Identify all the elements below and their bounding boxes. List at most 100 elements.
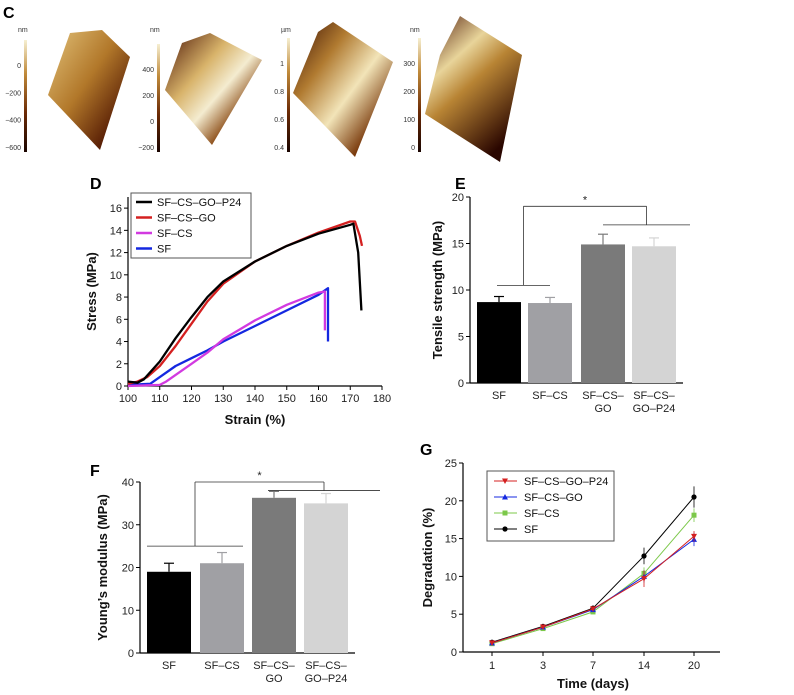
legend: SF–CS–GO–P24 SF–CS–GO SF–CS SF <box>130 192 252 259</box>
y-tick-label: 6 <box>116 314 122 326</box>
bar-chart-f: 0 10 20 30 40 Young’s modulus (MPa) F SF SF–CS SF… <box>90 463 380 685</box>
panel-label-d: D <box>90 176 102 193</box>
marker-square <box>691 512 697 518</box>
series-line <box>491 538 695 644</box>
marker-triangle-down <box>590 606 596 612</box>
colorbar-tick: −200 <box>5 90 21 97</box>
x-category-label: SF <box>492 390 506 402</box>
y-tick-label: 0 <box>458 378 464 390</box>
x-tick-label: 140 <box>246 393 264 405</box>
y-tick-label: 0 <box>451 647 457 659</box>
bar <box>304 503 348 653</box>
x-tick-label: 1 <box>489 660 495 672</box>
marker-triangle-down <box>489 640 495 646</box>
marker-triangle-up <box>502 494 508 500</box>
colorbar-tick: 100 <box>403 117 415 124</box>
colorbar-tick: 0 <box>411 145 415 152</box>
legend-label: SF–CS–GO <box>157 213 216 225</box>
series-line-sf-cs <box>127 290 327 388</box>
bar-chart-e: 0 5 10 15 20 Tensile strength (MPa) E SF SF–CS SF… <box>430 176 690 415</box>
marker-triangle-down <box>691 533 697 540</box>
y-tick-label: 16 <box>110 203 122 215</box>
series-line-sf-cs-go-p24 <box>127 222 363 384</box>
afm-surface <box>48 30 130 150</box>
colorbar <box>157 44 160 152</box>
colorbar-tick: 200 <box>142 93 154 100</box>
colorbar-unit: nm <box>150 27 160 34</box>
colorbar <box>24 40 27 152</box>
marker-triangle-down <box>641 576 647 582</box>
y-tick-label: 10 <box>122 605 134 617</box>
marker-circle <box>502 526 508 532</box>
significance-bracket: * <box>497 194 690 286</box>
x-category-label: GO–P24 <box>633 403 676 415</box>
degradation-chart: 0 5 10 15 20 25 Degradation (%) G 1 3 7 14 20 Time (d… <box>420 442 720 691</box>
colorbar <box>418 38 421 152</box>
significance-star: * <box>583 194 588 206</box>
x-tick-label: 7 <box>590 660 596 672</box>
colorbar-unit: µm <box>281 27 291 34</box>
y-tick-label: 5 <box>451 609 457 621</box>
colorbar <box>287 38 290 152</box>
afm-surface <box>293 22 393 157</box>
series-sf-cs-go-p24 <box>489 531 697 646</box>
x-category-label: GO <box>594 403 612 415</box>
x-tick-label: 170 <box>341 393 359 405</box>
colorbar-unit: nm <box>18 27 28 34</box>
colorbar-tick: 0.4 <box>274 145 284 152</box>
panel-label-g: G <box>420 442 432 459</box>
significance-bracket: * <box>147 470 380 547</box>
y-tick-label: 15 <box>445 534 457 546</box>
colorbar-tick: 0 <box>17 63 21 70</box>
colorbar-tick: 400 <box>142 67 154 74</box>
marker-circle <box>641 553 647 559</box>
colorbar-tick: 1 <box>280 61 284 68</box>
marker-triangle-down <box>502 478 508 484</box>
stress-strain-chart: 0 2 4 6 8 10 12 14 16 Stress (MPa) D 100 110 120 130 14… <box>84 176 391 427</box>
y-tick-label: 12 <box>110 248 122 260</box>
marker-square <box>502 510 508 516</box>
legend-label: SF–CS <box>157 228 192 240</box>
x-tick-label: 20 <box>688 660 700 672</box>
marker-circle <box>691 494 697 500</box>
x-axis-title: Strain (%) <box>225 412 286 427</box>
legend-label: SF–CS–GO–P24 <box>157 197 241 209</box>
y-tick-label: 4 <box>116 337 122 349</box>
legend-label: SF <box>157 244 171 256</box>
colorbar-tick: −200 <box>138 145 154 152</box>
bar <box>252 497 296 653</box>
colorbar-tick: −600 <box>5 145 21 152</box>
x-category-label: GO–P24 <box>305 673 348 685</box>
afm-surface <box>425 16 522 162</box>
y-tick-label: 5 <box>458 332 464 344</box>
colorbar-tick: 0.6 <box>274 117 284 124</box>
y-tick-label: 10 <box>110 270 122 282</box>
afm-image-3: µm 1 0.8 0.6 0.4 <box>274 22 393 157</box>
afm-surface <box>165 33 262 145</box>
y-tick-label: 0 <box>116 381 122 393</box>
y-axis-title: Stress (MPa) <box>84 252 99 331</box>
y-tick-label: 20 <box>122 563 134 575</box>
x-category-label: SF–CS <box>532 390 567 402</box>
bar <box>147 571 191 653</box>
series-line-sf-cs-go <box>127 220 364 385</box>
x-tick-label: 130 <box>214 393 232 405</box>
y-tick-label: 30 <box>122 520 134 532</box>
colorbar-tick: 200 <box>403 89 415 96</box>
x-tick-label: 180 <box>373 393 391 405</box>
y-tick-label: 20 <box>445 496 457 508</box>
legend-label: SF <box>524 524 538 536</box>
bar <box>200 563 244 653</box>
significance-star: * <box>257 470 262 482</box>
y-axis-title: Young’s modulus (MPa) <box>95 494 110 641</box>
bar <box>528 303 572 383</box>
afm-image-2: nm 400 200 0 −200 <box>138 27 262 152</box>
y-axis-title: Degradation (%) <box>420 508 435 608</box>
afm-image-1: nm 0 −200 −400 −600 <box>5 27 130 152</box>
legend: SF–CS–GO–P24 SF–CS–GO SF–CS SF <box>486 470 615 542</box>
x-tick-label: 160 <box>309 393 327 405</box>
x-tick-label: 3 <box>540 660 546 672</box>
y-tick-label: 20 <box>452 192 464 204</box>
x-category-label: SF–CS– <box>305 660 347 672</box>
